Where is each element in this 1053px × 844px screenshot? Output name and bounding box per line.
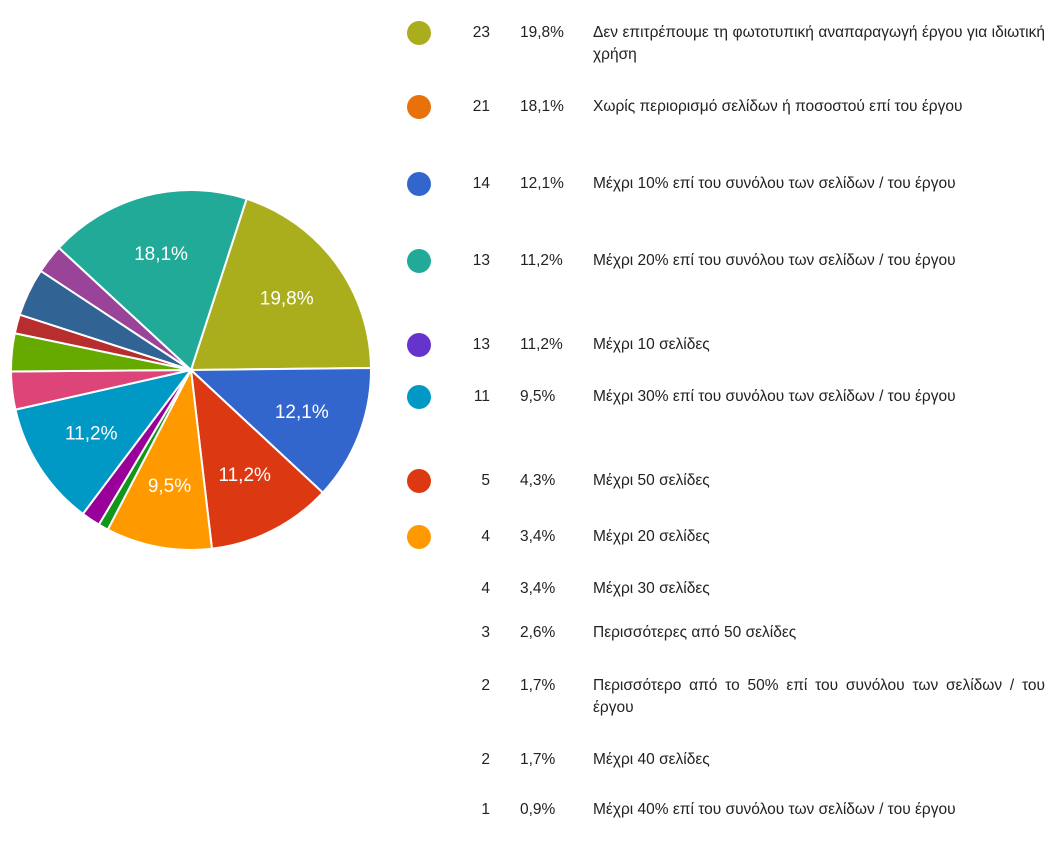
pie-slice: [189, 197, 372, 372]
percent: 19,8%: [520, 24, 564, 41]
label: Μέχρι 10 σελίδες: [593, 336, 710, 353]
percent: 11,2%: [520, 336, 563, 353]
legend-dot: [407, 385, 431, 409]
slice-label: 18,1%: [134, 244, 188, 265]
percent: 0,9%: [520, 801, 556, 818]
count: 21: [472, 98, 490, 115]
count: 3: [481, 624, 490, 641]
label: Περισσότερες από 50 σελίδες: [593, 624, 797, 641]
count: 5: [481, 472, 490, 489]
label: Δεν επιτρέπουμε τη φωτοτυπική αναπαραγωγ…: [593, 24, 1045, 63]
pie-slice: [14, 368, 194, 516]
label: Μέχρι 30% επί του συνόλου των σελίδων / …: [593, 388, 956, 405]
legend-dot: [407, 525, 431, 549]
pie-slice: [57, 189, 248, 372]
legend-dot: [407, 469, 431, 493]
percent: 2,6%: [520, 624, 556, 641]
pie-slice: [106, 366, 214, 551]
count: 23: [472, 24, 490, 41]
pie-slice: [188, 366, 372, 495]
pie-chart: 19,8% 12,1% 11,2% 9,5% 11,2% 18,1%: [9, 189, 372, 551]
legend-dot: [407, 249, 431, 273]
legend-dot: [407, 21, 431, 45]
count: 4: [481, 580, 490, 597]
label: Μέχρι 10% επί του συνόλου των σελίδων / …: [593, 175, 956, 192]
legend-dot: [407, 95, 431, 119]
slice-label: 9,5%: [148, 476, 191, 497]
label: Περισσότερο από το 50% επί του συνόλου τ…: [593, 677, 1045, 716]
label: Μέχρι 20 σελίδες: [593, 528, 710, 545]
legend-dot: [407, 172, 431, 196]
percent: 9,5%: [520, 388, 556, 405]
count: 2: [481, 677, 490, 694]
count: 4: [481, 528, 490, 545]
percent: 1,7%: [520, 677, 556, 694]
percent: 3,4%: [520, 580, 556, 597]
label: Χωρίς περιορισμό σελίδων ή ποσοστού επί …: [593, 98, 963, 115]
label: Μέχρι 20% επί του συνόλου των σελίδων / …: [593, 252, 956, 269]
percent: 12,1%: [520, 175, 564, 192]
label: Μέχρι 50 σελίδες: [593, 472, 710, 489]
label: Μέχρι 40% επί του συνόλου των σελίδων / …: [593, 801, 956, 818]
slice-label: 12,1%: [275, 402, 329, 423]
pie-slice: [189, 367, 325, 550]
slice-label: 11,2%: [65, 424, 118, 445]
percent: 1,7%: [520, 751, 556, 768]
label: Μέχρι 30 σελίδες: [593, 580, 710, 597]
percent: 4,3%: [520, 472, 556, 489]
percent: 3,4%: [520, 528, 556, 545]
count: 14: [472, 175, 490, 192]
count: 2: [481, 751, 490, 768]
legend-dot: [407, 333, 431, 357]
count: 13: [472, 336, 490, 353]
label: Μέχρι 40 σελίδες: [593, 751, 710, 768]
count: 13: [472, 252, 490, 269]
count: 11: [473, 388, 490, 405]
slice-label: 19,8%: [260, 289, 314, 310]
slice-label: 11,2%: [218, 465, 271, 486]
count: 1: [481, 801, 490, 818]
percent: 11,2%: [520, 252, 563, 269]
percent: 18,1%: [520, 98, 564, 115]
